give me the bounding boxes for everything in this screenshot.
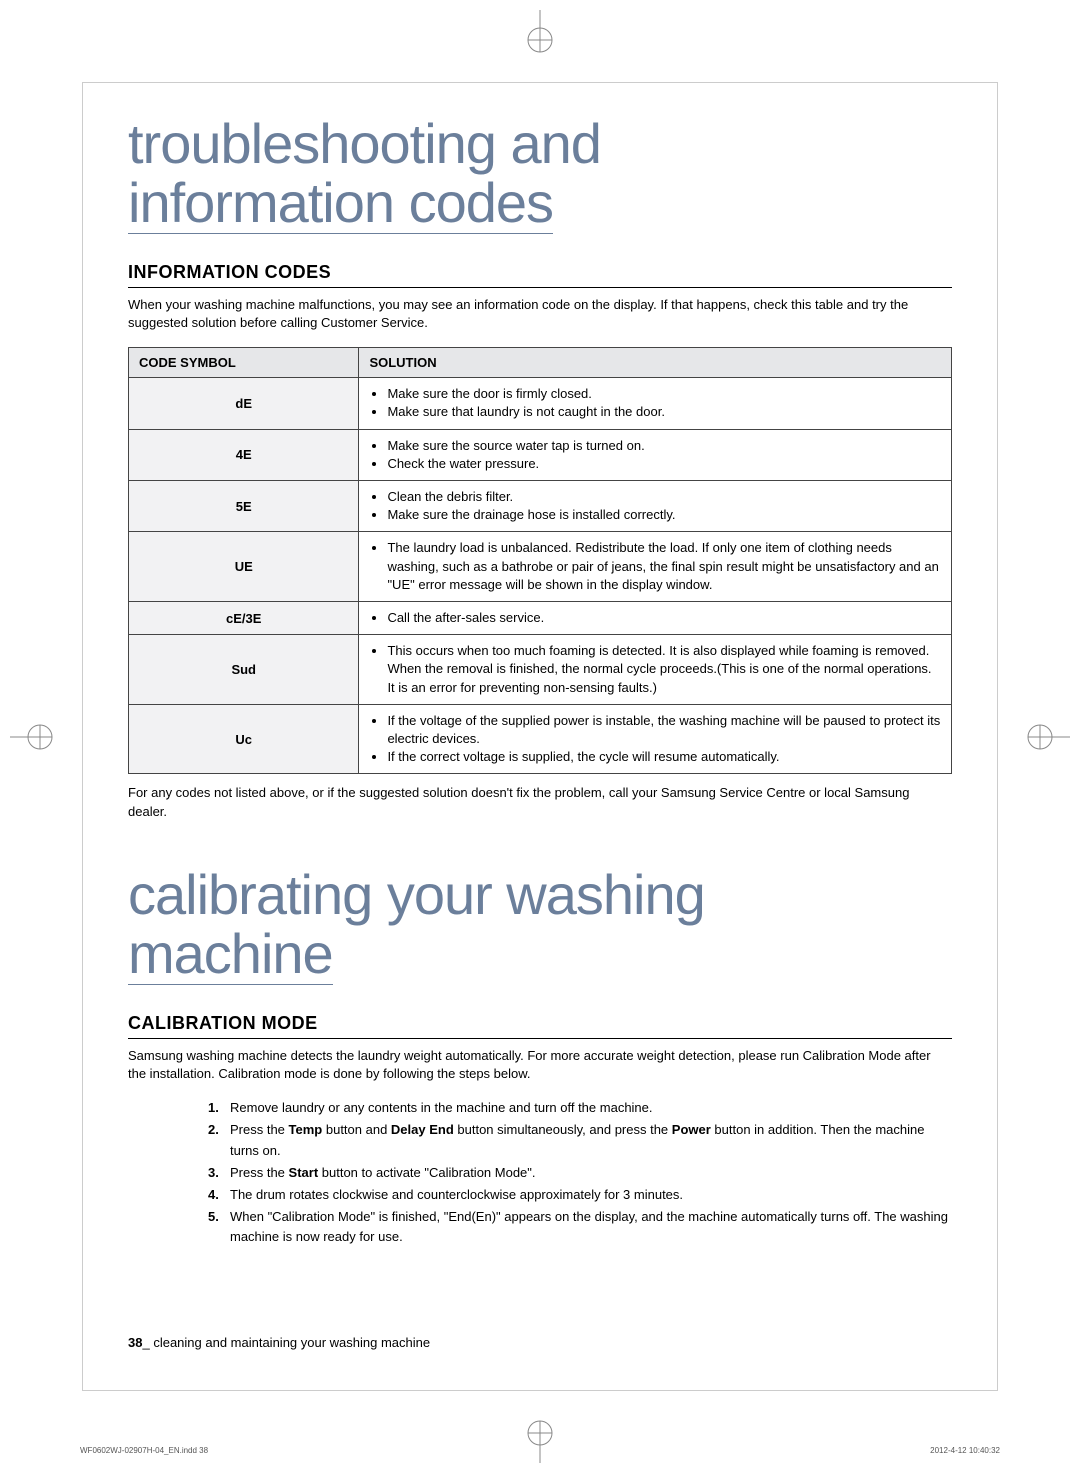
page-content: troubleshooting and information codes IN… xyxy=(128,115,952,1358)
table-row: cE/3E Call the after-sales service. xyxy=(129,601,952,634)
step-number: 5. xyxy=(208,1207,219,1227)
solution-cell: This occurs when too much foaming is det… xyxy=(359,635,952,705)
section2-h2: CALIBRATION MODE xyxy=(128,1013,952,1039)
code-cell: Sud xyxy=(129,635,359,705)
running-title: cleaning and maintaining your washing ma… xyxy=(153,1335,430,1350)
solution-cell: Clean the debris filter.Make sure the dr… xyxy=(359,481,952,532)
solution-item: Make sure that laundry is not caught in … xyxy=(387,403,941,421)
info-codes-table: CODE SYMBOL SOLUTION dEMake sure the doo… xyxy=(128,347,952,774)
table-row: 4E Make sure the source water tap is turn… xyxy=(129,429,952,480)
table-row: 5EClean the debris filter.Make sure the … xyxy=(129,481,952,532)
step-number: 1. xyxy=(208,1098,219,1118)
solution-item: Make sure the drainage hose is installed… xyxy=(387,506,941,524)
section2-title-line2: machine xyxy=(128,925,333,985)
crop-mark-left xyxy=(10,714,56,760)
solution-item: Clean the debris filter. xyxy=(387,488,941,506)
step-text: Remove laundry or any contents in the ma… xyxy=(230,1100,653,1115)
th-solution: SOLUTION xyxy=(359,348,952,378)
solution-item: If the voltage of the supplied power is … xyxy=(387,712,941,748)
section2-title-line1: calibrating your washing xyxy=(128,863,705,926)
code-cell: dE xyxy=(129,378,359,429)
solution-cell: Make sure the source water tap is turned… xyxy=(359,429,952,480)
step-text: When "Calibration Mode" is finished, "En… xyxy=(230,1209,948,1244)
page-number-underscore: _ xyxy=(142,1335,149,1350)
footer: 38_ cleaning and maintaining your washin… xyxy=(128,1335,430,1350)
section2-intro: Samsung washing machine detects the laun… xyxy=(128,1047,952,1085)
solution-cell: Make sure the door is firmly closed.Make… xyxy=(359,378,952,429)
code-cell: 5E xyxy=(129,481,359,532)
step-number: 3. xyxy=(208,1163,219,1183)
crop-mark-right xyxy=(1024,714,1070,760)
code-cell: Uc xyxy=(129,704,359,774)
step-text: Press the Temp button and Delay End butt… xyxy=(230,1122,924,1157)
solution-item: Check the water pressure. xyxy=(387,455,941,473)
page-number: 38 xyxy=(128,1335,142,1350)
solution-cell: The laundry load is unbalanced. Redistri… xyxy=(359,532,952,602)
step-item: 5. When "Calibration Mode" is finished, "… xyxy=(208,1207,952,1247)
solution-item: The laundry load is unbalanced. Redistri… xyxy=(387,539,941,594)
section1-outro: For any codes not listed above, or if th… xyxy=(128,784,952,822)
step-item: 4. The drum rotates clockwise and counter… xyxy=(208,1185,952,1205)
section1-title-line2: information codes xyxy=(128,174,553,234)
solution-item: This occurs when too much foaming is det… xyxy=(387,642,941,697)
section2-title: calibrating your washing machine xyxy=(128,866,952,985)
solution-item: Call the after-sales service. xyxy=(387,609,941,627)
code-cell: 4E xyxy=(129,429,359,480)
code-cell: UE xyxy=(129,532,359,602)
step-text: Press the Start button to activate "Cali… xyxy=(230,1165,536,1180)
step-item: 1. Remove laundry or any contents in the … xyxy=(208,1098,952,1118)
step-item: 3. Press the Start button to activate "Ca… xyxy=(208,1163,952,1183)
print-meta-left: WF0602WJ-02907H-04_EN.indd 38 xyxy=(80,1446,208,1455)
solution-cell: If the voltage of the supplied power is … xyxy=(359,704,952,774)
step-number: 4. xyxy=(208,1185,219,1205)
calibration-steps: 1. Remove laundry or any contents in the … xyxy=(128,1098,952,1247)
table-row: UE The laundry load is unbalanced. Redist… xyxy=(129,532,952,602)
table-row: Uc If the voltage of the supplied power i… xyxy=(129,704,952,774)
crop-mark-bottom xyxy=(517,1417,563,1463)
step-item: 2. Press the Temp button and Delay End bu… xyxy=(208,1120,952,1160)
section1-h2: INFORMATION CODES xyxy=(128,262,952,288)
th-code: CODE SYMBOL xyxy=(129,348,359,378)
section1-title-line1: troubleshooting and xyxy=(128,112,601,175)
section1-title: troubleshooting and information codes xyxy=(128,115,952,234)
table-row: Sud This occurs when too much foaming is … xyxy=(129,635,952,705)
table-row: dEMake sure the door is firmly closed.Ma… xyxy=(129,378,952,429)
solution-item: If the correct voltage is supplied, the … xyxy=(387,748,941,766)
section1-intro: When your washing machine malfunctions, … xyxy=(128,296,952,334)
crop-mark-top xyxy=(517,10,563,56)
solution-item: Make sure the door is firmly closed. xyxy=(387,385,941,403)
step-number: 2. xyxy=(208,1120,219,1140)
solution-item: Make sure the source water tap is turned… xyxy=(387,437,941,455)
print-meta-right: 2012-4-12 10:40:32 xyxy=(930,1446,1000,1455)
solution-cell: Call the after-sales service. xyxy=(359,601,952,634)
step-text: The drum rotates clockwise and countercl… xyxy=(230,1187,683,1202)
code-cell: cE/3E xyxy=(129,601,359,634)
